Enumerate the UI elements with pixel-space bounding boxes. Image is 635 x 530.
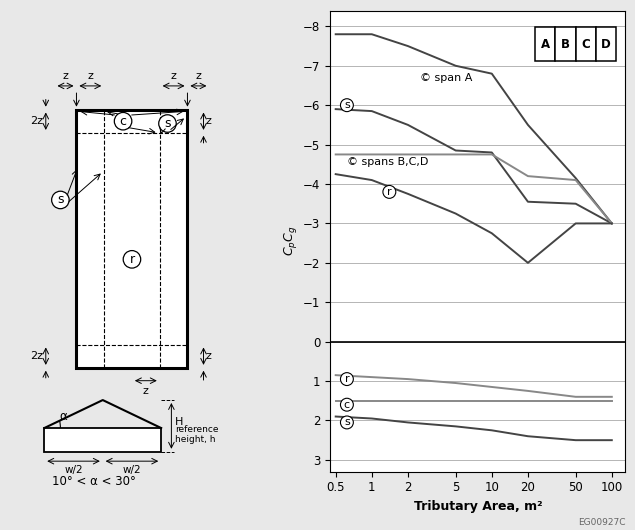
Text: z: z (171, 70, 177, 81)
Text: c: c (119, 114, 126, 128)
Text: z: z (88, 70, 93, 81)
Text: c: c (344, 400, 350, 410)
Text: 10° < α < 30°: 10° < α < 30° (52, 475, 136, 488)
Text: r: r (345, 374, 349, 384)
Text: z: z (206, 351, 211, 361)
Text: 2z: 2z (30, 116, 43, 126)
Text: r: r (387, 187, 392, 197)
Text: A: A (541, 38, 550, 50)
Text: z: z (143, 386, 149, 396)
Text: w/2: w/2 (64, 465, 83, 475)
Text: z: z (196, 70, 201, 81)
Bar (44, 428, 161, 452)
Text: w/2: w/2 (123, 465, 141, 475)
Text: s: s (344, 100, 350, 110)
FancyBboxPatch shape (535, 26, 556, 61)
Text: s: s (57, 193, 64, 207)
Text: © spans B,C,D: © spans B,C,D (347, 157, 428, 167)
Text: r: r (130, 253, 135, 266)
Text: α: α (59, 410, 67, 423)
Y-axis label: $C_pC_g$: $C_pC_g$ (282, 226, 299, 257)
FancyBboxPatch shape (596, 26, 616, 61)
Text: EG00927C: EG00927C (578, 518, 625, 527)
Text: s: s (344, 418, 350, 427)
Text: H: H (175, 417, 184, 427)
Text: D: D (601, 38, 611, 50)
Text: C: C (581, 38, 590, 50)
FancyBboxPatch shape (556, 26, 575, 61)
FancyBboxPatch shape (575, 26, 596, 61)
Text: reference
height, h: reference height, h (175, 425, 218, 444)
Text: 2z: 2z (30, 351, 43, 361)
Bar (76, 110, 187, 368)
Text: z: z (62, 70, 69, 81)
X-axis label: Tributary Area, m²: Tributary Area, m² (413, 500, 542, 513)
Text: z: z (206, 116, 211, 126)
Text: s: s (164, 117, 171, 130)
Text: © span A: © span A (420, 73, 472, 83)
Text: B: B (561, 38, 570, 50)
